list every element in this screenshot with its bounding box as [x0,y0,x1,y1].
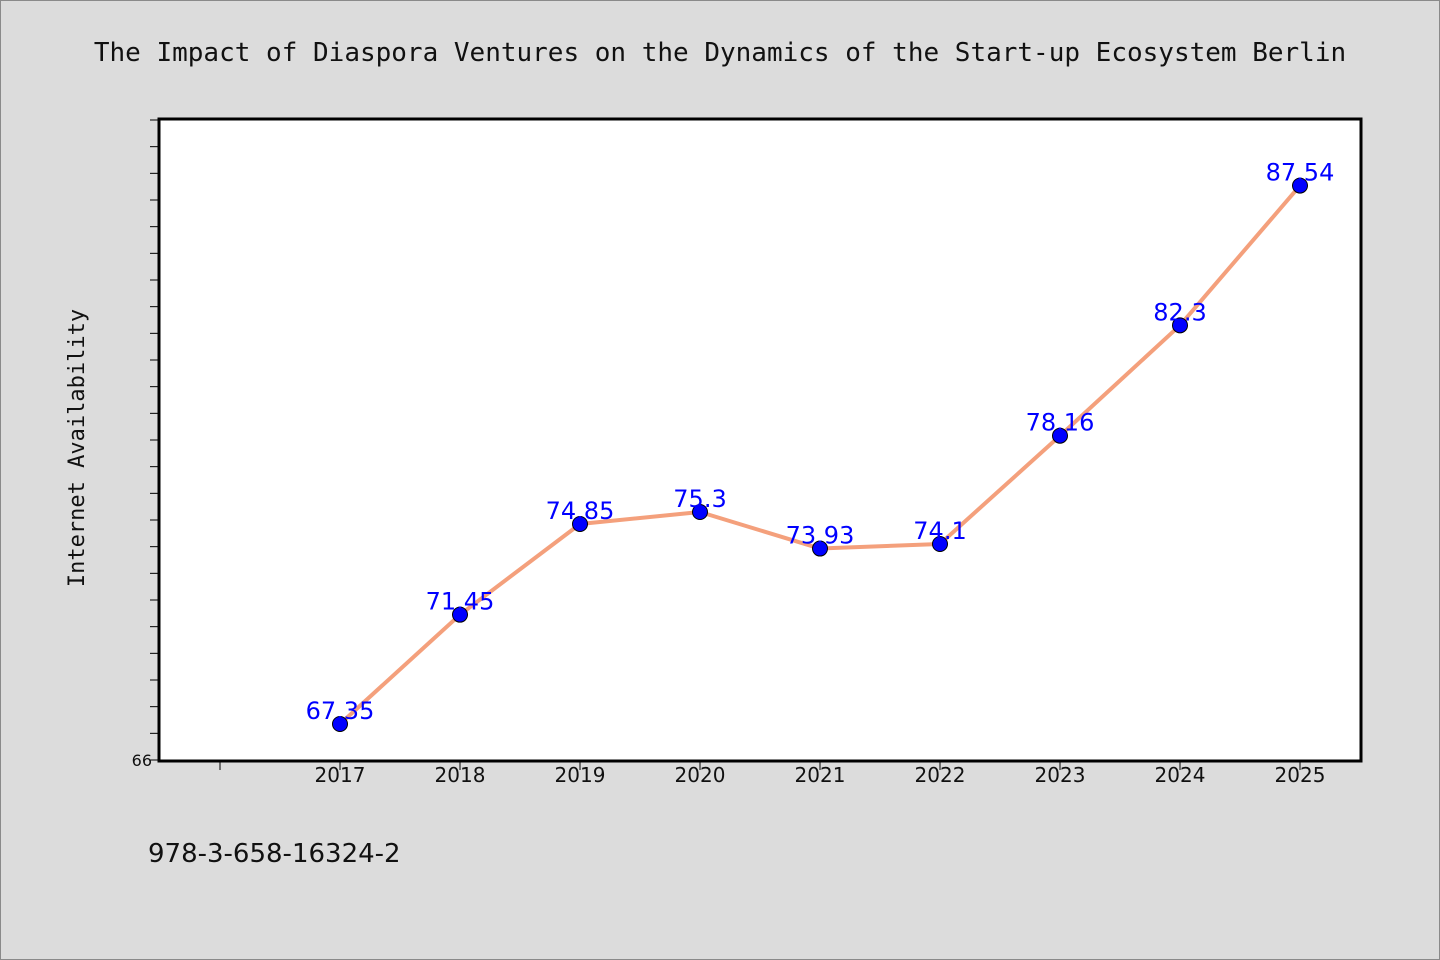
x-tick-label: 2023 [1035,763,1086,787]
x-tick-label: 2018 [435,763,486,787]
plot-area [157,117,1363,763]
data-point [452,606,468,623]
data-label: 67.35 [306,697,375,725]
data-label: 78.16 [1026,409,1095,437]
data-point [692,504,708,520]
data-point [1052,427,1068,444]
data-point [812,540,828,557]
x-tick-label: 2024 [1155,763,1206,787]
data-label: 73.93 [786,522,855,550]
y-axis-label: Internet Availability [65,309,90,587]
data-label: 74.85 [546,497,615,525]
x-axis-ticks: 2017 2018 2019 2020 2021 2022 2023 2024 2025 [219,760,1326,787]
x-tick-label: 2020 [675,763,726,787]
x-tick-label: 2022 [915,763,966,787]
data-point [332,716,348,732]
y-tick-label: 66 [132,751,152,770]
data-point [1172,317,1188,334]
chart-title: The Impact of Diaspora Ventures on the D… [94,38,1346,68]
data-point [572,516,588,532]
series-layer: 67.35 71.45 74.85 75.3 73.93 74.1 78.16 82.3 87.… [306,159,1335,732]
y-axis-ticks: 66 [132,119,160,770]
data-point [1292,177,1308,194]
isbn-footer: 978-3-658-16324-2 [148,839,401,869]
data-label: 71.45 [426,588,495,616]
x-tick-label: 2019 [555,763,606,787]
data-label: 74.1 [913,517,966,545]
data-point [932,536,948,552]
data-label: 75.3 [673,485,726,513]
data-label: 87.54 [1266,159,1335,187]
x-tick-label: 2021 [795,763,846,787]
data-label: 82.3 [1153,298,1206,326]
x-tick-label: 2017 [315,763,366,787]
x-tick-label: 2025 [1275,763,1326,787]
